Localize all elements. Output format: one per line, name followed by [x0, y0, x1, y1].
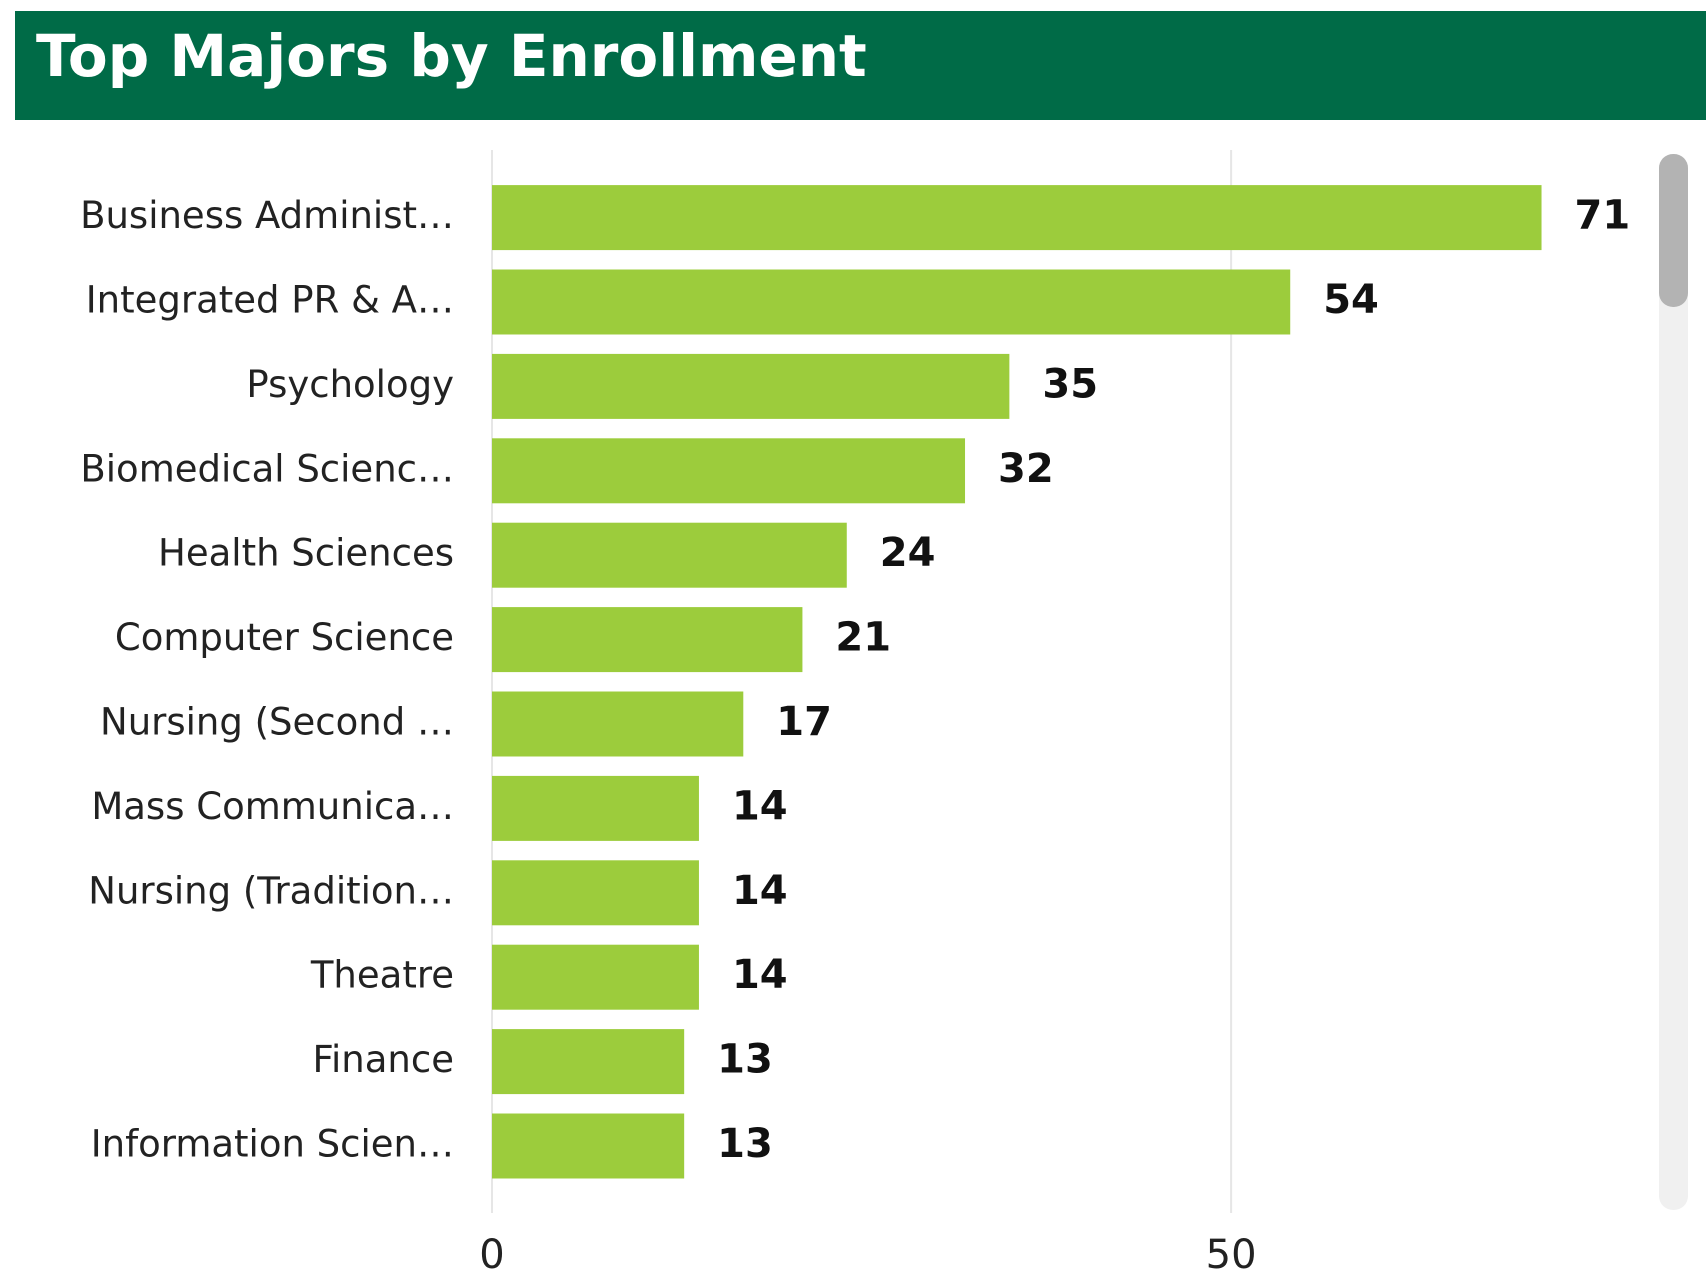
value-label: 13 [717, 1037, 773, 1083]
value-label: 14 [732, 868, 788, 914]
y-tick-label: Nursing (Tradition… [88, 869, 454, 912]
value-label: 35 [1042, 361, 1098, 407]
y-tick-label: Health Sciences [158, 532, 454, 575]
bar [492, 944, 699, 1010]
value-label: 13 [717, 1121, 773, 1167]
y-tick-label: Mass Communica… [91, 785, 454, 828]
scrollbar-track[interactable] [1659, 154, 1688, 1210]
y-tick-label: Computer Science [115, 616, 454, 659]
y-tick-label: Theatre [310, 954, 454, 997]
bar [492, 269, 1291, 335]
bar [492, 1029, 685, 1095]
value-label: 17 [776, 699, 832, 745]
value-label: 32 [998, 446, 1054, 492]
y-tick-label: Business Administ… [80, 194, 454, 237]
bar [492, 185, 1542, 251]
bar [492, 607, 803, 673]
bar [492, 775, 699, 841]
y-tick-label: Information Scien… [91, 1123, 454, 1166]
value-label: 24 [880, 530, 936, 576]
y-tick-label: Finance [312, 1038, 454, 1081]
x-tick-label: 50 [1206, 1232, 1257, 1278]
scrollbar-thumb[interactable] [1659, 154, 1688, 307]
value-label: 21 [835, 615, 891, 661]
value-label: 71 [1575, 193, 1631, 239]
value-label: 54 [1323, 277, 1379, 323]
header-bar [15, 11, 1706, 120]
bar [492, 691, 744, 757]
bar [492, 353, 1010, 419]
y-tick-label: Nursing (Second … [100, 701, 454, 744]
chart-title: Top Majors by Enrollment [36, 22, 867, 90]
bar [492, 438, 966, 504]
bar [492, 860, 699, 926]
x-tick-label: 0 [479, 1232, 504, 1278]
bar [492, 522, 847, 588]
y-tick-label: Integrated PR & A… [86, 279, 454, 322]
value-label: 14 [732, 952, 788, 998]
bar [492, 1113, 685, 1179]
y-tick-label: Psychology [246, 363, 454, 406]
value-label: 14 [732, 783, 788, 829]
y-tick-label: Biomedical Scienc… [80, 447, 454, 490]
